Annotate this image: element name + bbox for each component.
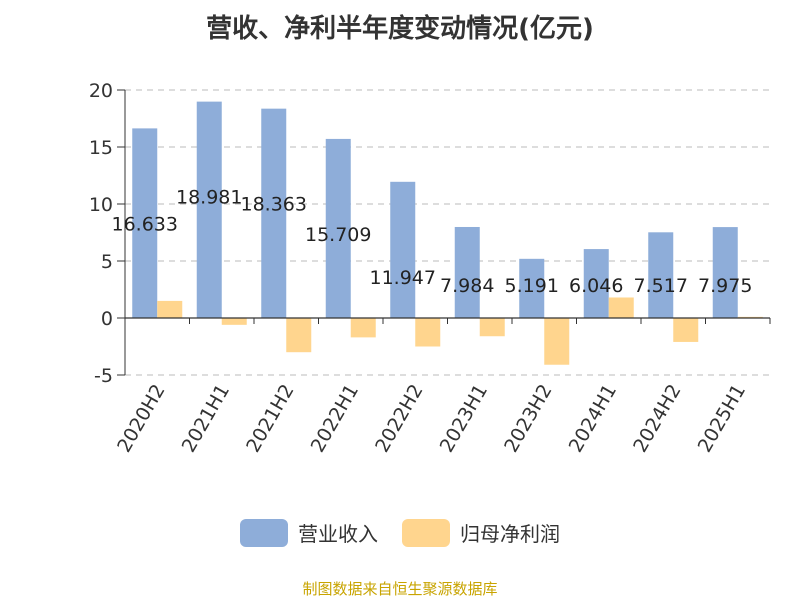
- y-tick-label: 0: [101, 308, 113, 330]
- bar-net-profit: [673, 318, 699, 342]
- x-tick-label: 2023H2: [500, 381, 556, 457]
- legend-item-net-profit[interactable]: 归母净利润: [402, 518, 560, 547]
- bar-net-profit: [221, 318, 247, 325]
- x-tick-label: 2025H1: [694, 381, 750, 457]
- source-note: 制图数据来自恒生聚源数据库: [302, 580, 498, 598]
- y-tick-label: 20: [89, 80, 113, 102]
- x-tick-label: 2020H2: [113, 381, 169, 457]
- bar-revenue: [196, 101, 222, 318]
- legend-swatch-net-profit: [402, 518, 450, 547]
- bar-net-profit: [544, 318, 570, 365]
- x-tick-label: 2021H1: [178, 381, 234, 457]
- bar-revenue: [132, 128, 158, 318]
- data-label-revenue: 7.517: [634, 275, 688, 297]
- bar-revenue: [454, 226, 480, 318]
- bar-revenue: [390, 181, 416, 318]
- bar-revenue: [325, 138, 351, 318]
- x-tick-label: 2022H2: [371, 381, 427, 457]
- data-label-revenue: 6.046: [569, 275, 623, 297]
- chart-title: 营收、净利半年度变动情况(亿元): [206, 14, 594, 44]
- data-label-revenue: 18.363: [241, 194, 307, 216]
- bar-net-profit: [608, 297, 634, 318]
- bar-net-profit: [479, 318, 505, 337]
- y-tick-label: 10: [89, 194, 113, 216]
- x-tick-label: 2024H1: [565, 381, 621, 457]
- data-label-revenue: 5.191: [505, 275, 559, 297]
- data-label-revenue: 7.975: [698, 275, 752, 297]
- bar-revenue: [261, 108, 287, 318]
- bar-revenue: [712, 227, 738, 318]
- legend-label-net-profit: 归母净利润: [460, 522, 560, 546]
- x-tick-label: 2021H2: [242, 381, 298, 457]
- bar-net-profit: [350, 318, 376, 338]
- x-tick-label: 2024H2: [629, 381, 685, 457]
- data-label-revenue: 18.981: [176, 187, 242, 209]
- bar-net-profit: [415, 318, 441, 347]
- y-tick-label: 5: [101, 251, 113, 273]
- bar-revenue: [583, 249, 609, 318]
- data-label-revenue: 11.947: [370, 267, 436, 289]
- bar-net-profit: [157, 300, 183, 318]
- y-tick-label: -5: [94, 365, 113, 387]
- legend: 营业收入 归母净利润: [0, 518, 800, 547]
- data-label-revenue: 7.984: [440, 275, 494, 297]
- legend-swatch-revenue: [240, 518, 288, 547]
- legend-item-revenue[interactable]: 营业收入: [240, 518, 378, 547]
- bar-net-profit: [286, 318, 312, 353]
- y-tick-label: 15: [89, 137, 113, 159]
- legend-label-revenue: 营业收入: [298, 522, 378, 546]
- x-tick-label: 2023H1: [436, 381, 492, 457]
- bar-revenue: [519, 258, 545, 318]
- data-label-revenue: 16.633: [112, 213, 178, 235]
- bar-revenue: [648, 232, 674, 318]
- x-tick-label: 2022H1: [307, 381, 363, 457]
- data-label-revenue: 15.709: [305, 224, 371, 246]
